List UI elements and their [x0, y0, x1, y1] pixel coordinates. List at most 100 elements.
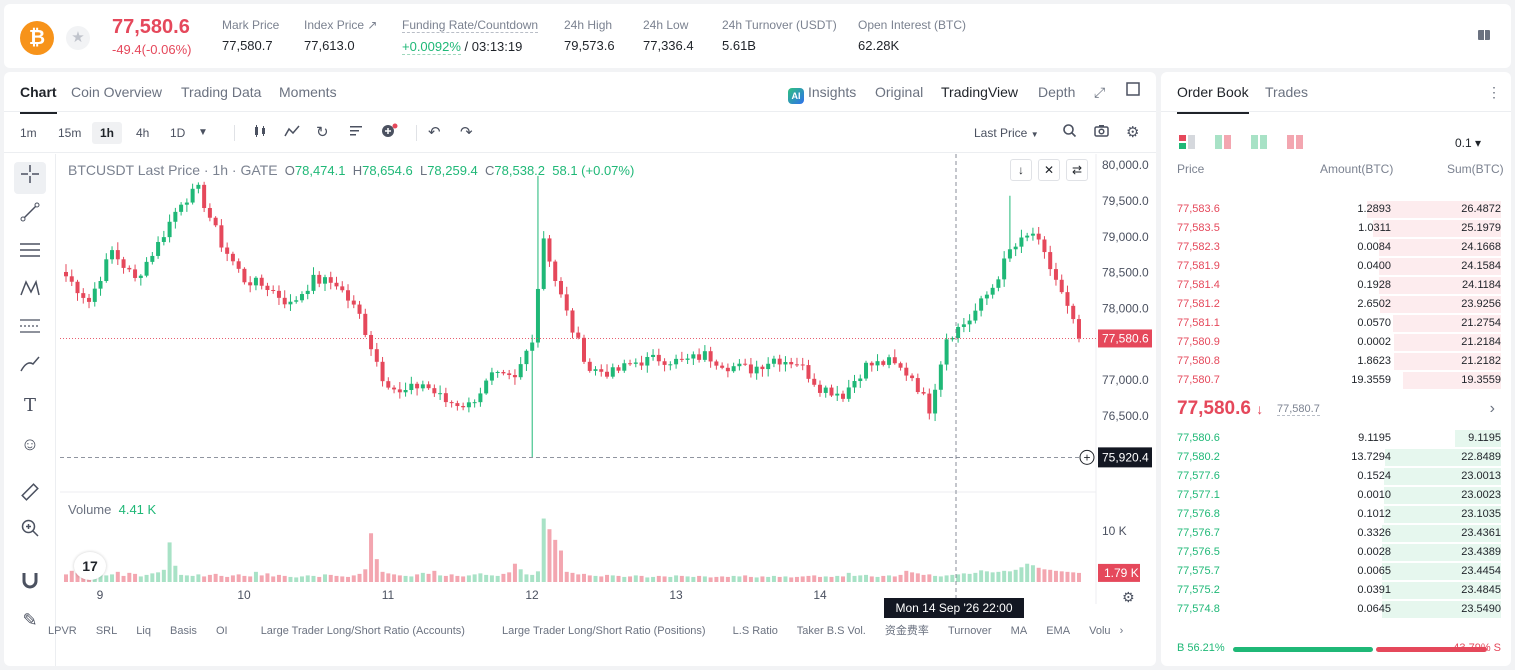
- interval-1h[interactable]: 1h: [92, 122, 123, 144]
- candle-type-icon[interactable]: [252, 123, 268, 143]
- horizontal-lines-icon[interactable]: [14, 238, 46, 270]
- stat-label[interactable]: Index Price ↗: [304, 18, 378, 32]
- bid-row[interactable]: 77,576.7 0.3326 23.4361: [1177, 524, 1501, 543]
- volume-bar: [1059, 571, 1064, 582]
- search-icon[interactable]: [1062, 123, 1077, 142]
- tab-trading-data[interactable]: Trading Data: [181, 84, 262, 100]
- ask-row[interactable]: 77,581.2 2.6502 23.9256: [1177, 295, 1501, 314]
- ruler-icon[interactable]: [14, 480, 46, 512]
- candlestick-chart[interactable]: + 80,000.0 79,500.0 79,000.0 78,500.0 78,000…: [60, 154, 1152, 604]
- bid-row[interactable]: 77,577.6 0.1524 23.0013: [1177, 467, 1501, 486]
- tab-order-book[interactable]: Order Book: [1177, 84, 1249, 114]
- indicator-lpvr[interactable]: LPVR: [48, 625, 77, 637]
- indicator-basis[interactable]: Basis: [170, 625, 197, 637]
- fib-icon[interactable]: [14, 314, 46, 346]
- tab-chart[interactable]: Chart: [20, 84, 57, 114]
- swap-icon[interactable]: ⇄: [1066, 159, 1088, 181]
- view-both-icon[interactable]: [1179, 135, 1195, 149]
- candle-body: [461, 406, 466, 408]
- ask-row[interactable]: 77,580.8 1.8623 21.2182: [1177, 352, 1501, 371]
- ask-row[interactable]: 77,583.6 1.2893 26.4872: [1177, 200, 1501, 219]
- bid-row[interactable]: 77,576.5 0.0028 23.4389: [1177, 543, 1501, 562]
- ask-row[interactable]: 77,583.5 1.0311 25.1979: [1177, 219, 1501, 238]
- ask-row[interactable]: 77,580.7 19.3559 19.3559: [1177, 371, 1501, 390]
- indicator-liq[interactable]: Liq: [136, 625, 151, 637]
- chevron-down-icon[interactable]: ▼: [198, 127, 208, 138]
- template-icon[interactable]: [348, 123, 364, 143]
- chevron-right-icon[interactable]: ›: [1119, 625, 1124, 637]
- view-tradingview[interactable]: TradingView: [941, 84, 1019, 100]
- bid-row[interactable]: 77,574.8 0.0645 23.5490: [1177, 600, 1501, 619]
- candle-body: [426, 384, 431, 389]
- indicator-ma[interactable]: MA: [1010, 625, 1028, 637]
- price-source-select[interactable]: Last Price ▼: [974, 126, 1039, 140]
- indicator-srl[interactable]: SRL: [95, 625, 118, 637]
- more-menu-icon[interactable]: ⋮: [1487, 84, 1501, 100]
- chevron-right-icon[interactable]: ›: [1489, 400, 1495, 417]
- book-icon[interactable]: [1477, 28, 1491, 42]
- crosshair-icon[interactable]: [14, 162, 46, 194]
- bid-row[interactable]: 77,577.1 0.0010 23.0023: [1177, 486, 1501, 505]
- camera-icon[interactable]: [1094, 123, 1109, 142]
- expand-icon[interactable]: ⤢: [1094, 84, 1106, 100]
- arrow-down-icon[interactable]: ↓: [1010, 159, 1032, 181]
- emoji-icon[interactable]: ☺: [20, 434, 40, 454]
- view-split-icon[interactable]: [1215, 135, 1231, 149]
- bid-row[interactable]: 77,576.8 0.1012 23.1035: [1177, 505, 1501, 524]
- brush-icon[interactable]: [14, 352, 46, 384]
- trend-line-icon[interactable]: [14, 200, 46, 232]
- refresh-icon[interactable]: ↻: [316, 124, 329, 141]
- tab-moments[interactable]: Moments: [279, 84, 337, 100]
- ask-row[interactable]: 77,581.9 0.0400 24.1584: [1177, 257, 1501, 276]
- candle-body: [639, 362, 644, 366]
- price-tick-label: 78,500.0: [1102, 266, 1149, 280]
- redo-icon[interactable]: ↷: [460, 124, 473, 141]
- indicator-ls-ratio[interactable]: L.S Ratio: [732, 625, 778, 637]
- volume-bar: [265, 573, 270, 582]
- magnet-icon[interactable]: [14, 568, 46, 600]
- window-icon[interactable]: [1126, 82, 1140, 99]
- tab-trades[interactable]: Trades: [1265, 84, 1309, 100]
- ask-row[interactable]: 77,581.1 0.0570 21.2754: [1177, 314, 1501, 333]
- interval-1m[interactable]: 1m: [20, 126, 37, 140]
- indicator-ema[interactable]: EMA: [1046, 625, 1071, 637]
- ask-row[interactable]: 77,580.9 0.0002 21.2184: [1177, 333, 1501, 352]
- view-original[interactable]: Original: [875, 84, 924, 100]
- indicator-ls-positions[interactable]: Large Trader Long/Short Ratio (Positions…: [501, 625, 706, 637]
- add-indicator-icon[interactable]: [380, 123, 400, 143]
- stat-index-price[interactable]: Index Price ↗ 77,613.0: [304, 18, 377, 53]
- insights-button[interactable]: AI Insights: [788, 84, 856, 104]
- tab-coin-overview[interactable]: Coin Overview: [71, 84, 163, 100]
- indicator-oi[interactable]: OI: [216, 625, 228, 637]
- interval-1d[interactable]: 1D: [170, 126, 186, 140]
- interval-4h[interactable]: 4h: [136, 126, 150, 140]
- bid-row[interactable]: 77,580.2 13.7294 22.8489: [1177, 448, 1501, 467]
- indicators-icon[interactable]: [284, 123, 300, 143]
- view-bids-icon[interactable]: [1251, 135, 1267, 149]
- bid-row[interactable]: 77,575.2 0.0391 23.4845: [1177, 581, 1501, 600]
- zoom-in-icon[interactable]: [14, 516, 46, 548]
- undo-icon[interactable]: ↶: [428, 124, 441, 141]
- collapse-icon[interactable]: ✕: [1038, 159, 1060, 181]
- volume-bar: [144, 574, 149, 582]
- ask-row[interactable]: 77,581.4 0.1928 24.1184: [1177, 276, 1501, 295]
- precision-select[interactable]: 0.1 ▾: [1454, 136, 1481, 150]
- favorite-star-icon[interactable]: ★: [66, 26, 90, 50]
- pencil-lock-icon[interactable]: ✎: [22, 610, 38, 630]
- settings-gear-icon[interactable]: ⚙: [1126, 124, 1140, 141]
- view-asks-icon[interactable]: [1287, 135, 1303, 149]
- bid-row[interactable]: 77,575.7 0.0065 23.4454: [1177, 562, 1501, 581]
- volume-bar: [737, 576, 742, 582]
- indicator-volume[interactable]: Volu: [1089, 625, 1111, 637]
- bid-row[interactable]: 77,580.6 9.1195 9.1195: [1177, 429, 1501, 448]
- interval-15m[interactable]: 15m: [58, 126, 82, 140]
- ask-row[interactable]: 77,582.3 0.0084 24.1668: [1177, 238, 1501, 257]
- pattern-icon[interactable]: [14, 276, 46, 308]
- volume-bar: [184, 575, 189, 582]
- indicator-taker-vol[interactable]: Taker B.S Vol.: [796, 625, 866, 637]
- indicator-ls-accounts[interactable]: Large Trader Long/Short Ratio (Accounts): [260, 625, 465, 637]
- indicator-turnover[interactable]: Turnover: [947, 625, 992, 637]
- indicator-funding-rate[interactable]: 资金费率: [884, 625, 929, 637]
- view-depth[interactable]: Depth: [1038, 84, 1076, 100]
- text-tool-icon[interactable]: T: [23, 395, 36, 416]
